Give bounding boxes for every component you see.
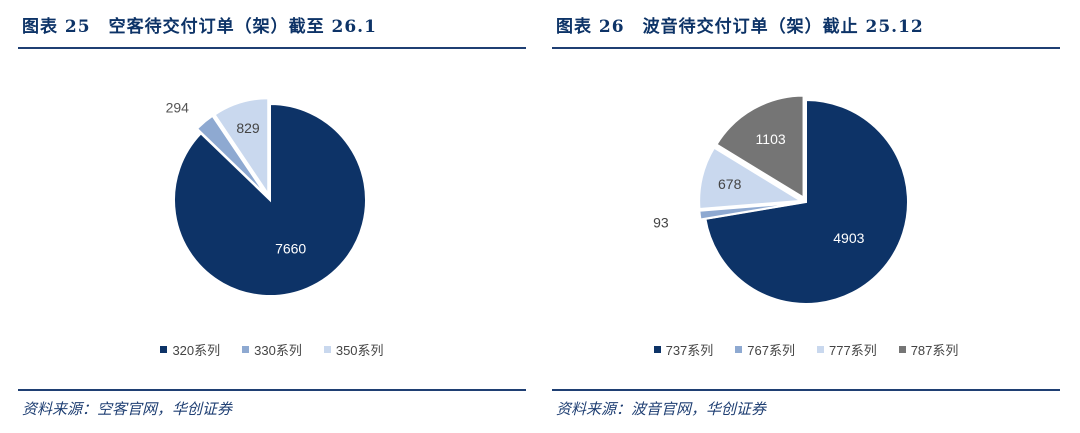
legend-swatch xyxy=(817,346,824,353)
pie-slice-767系列 xyxy=(698,201,802,221)
legend-item-777系列: 777系列 xyxy=(817,340,877,359)
pie-slice-350系列 xyxy=(213,97,270,198)
data-label-787系列: 1103 xyxy=(756,131,786,147)
pie-slice-320系列 xyxy=(173,102,367,297)
source-rule xyxy=(552,389,1060,391)
pie-slice-330系列 xyxy=(195,114,267,197)
airbus-pie-chart: 7660 294 829 xyxy=(166,97,367,297)
legend-label: 777系列 xyxy=(829,343,877,358)
airbus-legend: 320系列 330系列 350系列 xyxy=(18,340,526,359)
data-label-350系列: 829 xyxy=(236,120,260,136)
legend-swatch xyxy=(653,346,661,353)
data-label-737系列: 4903 xyxy=(833,230,864,246)
legend-swatch xyxy=(323,346,331,353)
legend-swatch xyxy=(160,346,168,353)
legend-label: 320系列 xyxy=(172,343,221,358)
boeing-pie-chart: 4903 93 678 1103 xyxy=(653,94,909,305)
chart-title: 图表 26 波音待交付订单（架）截止 25.12 xyxy=(556,17,924,37)
legend-label: 767系列 xyxy=(747,343,795,358)
source-rule xyxy=(18,389,526,391)
source-note: 资料来源：空客官网，华创证券 xyxy=(22,400,233,418)
pie-slice-787系列 xyxy=(715,94,805,200)
title-rule xyxy=(552,47,1060,49)
data-label-330系列: 294 xyxy=(166,100,190,116)
legend-swatch xyxy=(735,346,743,353)
legend-swatch xyxy=(242,346,250,353)
legend-label: 330系列 xyxy=(254,343,302,358)
legend-item-767系列: 767系列 xyxy=(735,340,795,359)
legend-swatch xyxy=(898,346,906,353)
source-note: 资料来源：波音官网，华创证券 xyxy=(556,400,767,418)
boeing-chart-panel: 图表 26 波音待交付订单（架）截止 25.12 4903 93 678 1103 7… xyxy=(552,0,1060,433)
legend-item-787系列: 787系列 xyxy=(898,340,959,359)
title-rule xyxy=(18,47,526,49)
legend-label: 787系列 xyxy=(910,343,959,358)
legend-item-737系列: 737系列 xyxy=(653,340,714,359)
pie-slice-777系列 xyxy=(698,146,805,211)
legend-item-330系列: 330系列 xyxy=(242,340,302,359)
chart-title: 图表 25 空客待交付订单（架）截至 26.1 xyxy=(22,17,377,37)
airbus-chart-panel: 图表 25 空客待交付订单（架）截至 26.1 7660 294 829 320系列… xyxy=(18,0,526,433)
data-label-767系列: 93 xyxy=(653,214,669,230)
boeing-legend: 737系列 767系列 777系列 787系列 xyxy=(552,340,1060,359)
legend-item-320系列: 320系列 xyxy=(160,340,220,359)
legend-label: 350系列 xyxy=(335,343,384,358)
legend-label: 737系列 xyxy=(665,343,714,358)
pie-slice-737系列 xyxy=(704,98,909,305)
legend-item-350系列: 350系列 xyxy=(323,340,384,359)
data-label-777系列: 678 xyxy=(718,176,742,192)
data-label-320系列: 7660 xyxy=(275,241,306,257)
